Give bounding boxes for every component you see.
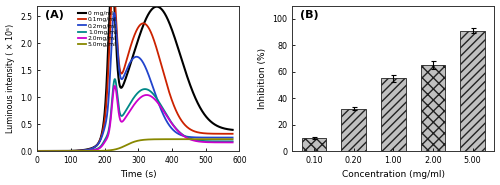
1.0mg/ml — [109, 99, 115, 101]
0 mg/ml — [34, 150, 40, 152]
5.0mg/ml — [226, 138, 232, 140]
Line: 0 mg/ml: 0 mg/ml — [37, 0, 232, 151]
1.0mg/ml — [230, 140, 235, 142]
1.0mg/ml — [118, 114, 124, 116]
1.0mg/ml — [226, 140, 232, 142]
0 mg/ml — [118, 86, 124, 89]
0 mg/ml — [56, 150, 62, 152]
0.1mg/ml — [118, 71, 124, 74]
5.0mg/ml — [56, 150, 62, 152]
0.1mg/ml — [205, 132, 211, 135]
Bar — [420, 65, 446, 151]
1.0mg/ml — [112, 78, 118, 80]
Bar — [381, 78, 406, 151]
2.0mg/ml — [34, 150, 40, 152]
0.2mg/ml — [56, 150, 62, 152]
2.0mg/ml — [109, 104, 115, 106]
0.1mg/ml — [230, 133, 235, 135]
Line: 2.0mg/ml: 2.0mg/ml — [37, 86, 232, 151]
5.0mg/ml — [118, 147, 124, 149]
0 mg/ml — [230, 129, 235, 131]
0.2mg/ml — [68, 150, 74, 152]
Bar — [302, 138, 326, 151]
Bar — [460, 31, 485, 151]
5.0mg/ml — [230, 138, 235, 140]
Line: 0.2mg/ml: 0.2mg/ml — [37, 13, 232, 151]
0 mg/ml — [226, 128, 232, 130]
2.0mg/ml — [68, 150, 74, 152]
1.0mg/ml — [205, 140, 211, 142]
1.0mg/ml — [34, 150, 40, 152]
0.2mg/ml — [226, 137, 232, 139]
5.0mg/ml — [68, 150, 74, 152]
Line: 0.1mg/ml: 0.1mg/ml — [37, 0, 232, 151]
Text: (A): (A) — [45, 10, 64, 20]
0.2mg/ml — [205, 136, 211, 139]
Bar — [342, 109, 366, 151]
X-axis label: Concentration (mg/ml): Concentration (mg/ml) — [342, 170, 445, 179]
2.0mg/ml — [230, 141, 235, 144]
0.2mg/ml — [111, 12, 117, 14]
Line: 1.0mg/ml: 1.0mg/ml — [37, 79, 232, 151]
5.0mg/ml — [34, 150, 40, 152]
0.2mg/ml — [118, 76, 124, 79]
0.2mg/ml — [109, 33, 115, 35]
0.1mg/ml — [34, 150, 40, 152]
Line: 5.0mg/ml: 5.0mg/ml — [37, 139, 232, 151]
2.0mg/ml — [226, 141, 232, 144]
0 mg/ml — [68, 150, 74, 152]
X-axis label: Time (s): Time (s) — [120, 170, 156, 179]
2.0mg/ml — [112, 85, 118, 87]
0.2mg/ml — [230, 137, 235, 139]
1.0mg/ml — [68, 150, 74, 152]
0.1mg/ml — [56, 150, 62, 152]
2.0mg/ml — [205, 141, 211, 143]
Y-axis label: Luminous intensity ( × 10⁵): Luminous intensity ( × 10⁵) — [6, 24, 15, 133]
1.0mg/ml — [56, 150, 62, 152]
5.0mg/ml — [109, 149, 115, 151]
0.1mg/ml — [68, 150, 74, 152]
Legend: 0 mg/ml, 0.1mg/ml, 0.2mg/ml, 1.0mg/ml, 2.0mg/ml, 5.0mg/ml: 0 mg/ml, 0.1mg/ml, 0.2mg/ml, 1.0mg/ml, 2… — [76, 10, 118, 48]
2.0mg/ml — [56, 150, 62, 152]
Text: (B): (B) — [300, 10, 319, 20]
5.0mg/ml — [204, 138, 210, 140]
0.1mg/ml — [226, 133, 232, 135]
0.2mg/ml — [34, 150, 40, 152]
Y-axis label: Inhibition (%): Inhibition (%) — [258, 48, 267, 109]
0 mg/ml — [205, 117, 211, 120]
2.0mg/ml — [118, 120, 124, 122]
